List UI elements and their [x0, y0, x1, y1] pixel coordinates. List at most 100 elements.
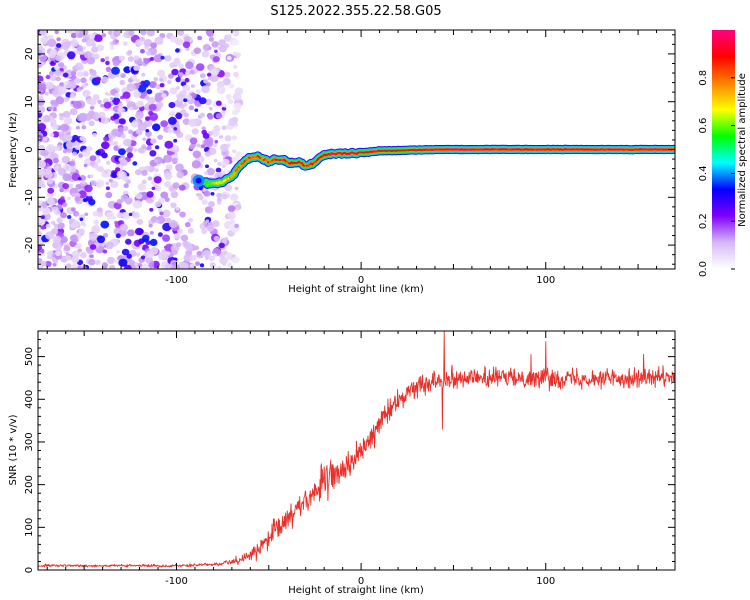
heatmap-cell [234, 52, 241, 58]
heatmap-cell [216, 125, 221, 130]
heatmap-cell [89, 244, 97, 250]
heatmap-cell [125, 238, 132, 245]
heatmap-cell [146, 30, 155, 37]
heatmap-cell [42, 207, 51, 215]
heatmap-cell [142, 137, 146, 141]
heatmap-cell [60, 123, 70, 132]
heatmap-cell [175, 112, 183, 120]
heatmap-cell [88, 120, 95, 127]
heatmap-cell [80, 50, 85, 55]
heatmap-cell [104, 91, 109, 96]
snr-y-tick-label: 400 [24, 390, 35, 409]
heatmap-cell [44, 91, 49, 96]
colorbar-tick-label: 0.8 [698, 70, 709, 86]
heatmap-cell [142, 234, 150, 242]
heatmap-cell [132, 211, 140, 219]
heatmap-cell [75, 62, 84, 70]
heatmap-cell [207, 114, 214, 120]
heatmap-cell [75, 125, 80, 130]
heatmap-cell [116, 250, 121, 254]
heatmap-cell [135, 252, 141, 257]
heatmap-cell [58, 131, 65, 137]
heatmap-cell [105, 186, 110, 190]
heatmap-cell [74, 144, 81, 150]
heatmap-cell [46, 144, 56, 153]
heatmap-cell [212, 56, 220, 63]
heatmap-cell [223, 250, 228, 255]
heatmap-cell [153, 77, 159, 82]
heatmap-cell [126, 83, 136, 92]
heatmap-cell [154, 36, 164, 45]
heatmap-cell [102, 249, 108, 254]
heatmap-cell [203, 79, 209, 84]
heatmap-cell [52, 157, 59, 164]
heatmap-cell [124, 264, 132, 269]
heatmap-cell [80, 221, 85, 226]
heatmap-cell [141, 170, 148, 176]
heatmap-cell [42, 136, 48, 142]
heatmap-cell [151, 186, 156, 191]
colorbar-gradient [712, 30, 735, 269]
heatmap-cell [38, 200, 43, 205]
heatmap-cell [134, 169, 142, 176]
heatmap-cell [38, 244, 42, 252]
heatmap-cell [149, 207, 154, 212]
heatmap-cell [180, 234, 189, 242]
heatmap-cell [215, 100, 222, 106]
heatmap-cell [58, 62, 65, 68]
heatmap-cell [211, 41, 219, 48]
heatmap-cell [204, 151, 211, 157]
heatmap-cell [65, 255, 72, 261]
heatmap-cell [85, 195, 93, 202]
heatmap-cell [113, 141, 119, 146]
heatmap-cell [72, 151, 77, 156]
heatmap-cell [189, 137, 198, 145]
heatmap-cell [149, 246, 159, 255]
heatmap-cell [221, 164, 226, 168]
heatmap-cell [74, 244, 79, 249]
heatmap-cell [95, 76, 102, 82]
heatmap-cell [133, 262, 139, 267]
heatmap-cell [156, 101, 164, 108]
heatmap-cell [206, 30, 214, 37]
heatmap-cell [80, 77, 87, 84]
heatmap-cell [207, 76, 212, 81]
heatmap-cell [111, 128, 120, 137]
heatmap-cell [150, 42, 157, 49]
heatmap-cell [145, 240, 151, 246]
heatmap-cell [57, 86, 67, 95]
heatmap-cell [101, 169, 111, 178]
heatmap-cell [90, 105, 95, 110]
heatmap-cell [108, 178, 114, 183]
heatmap-cell [65, 263, 72, 269]
heatmap-cell [233, 71, 239, 77]
heatmap-cell [130, 140, 137, 147]
heatmap-cell [143, 39, 153, 48]
heatmap-cell [44, 260, 52, 268]
heatmap-cell [50, 118, 57, 125]
heatmap-cell [100, 220, 110, 229]
heatmap-cell [179, 211, 186, 218]
heatmap-cell [204, 98, 212, 106]
colorbar-label: Normalized spectral amplitude [737, 73, 748, 227]
ridge-band [195, 145, 675, 188]
heatmap-cell [149, 81, 157, 89]
heatmap-cell [71, 192, 77, 198]
heatmap-cell [185, 70, 191, 76]
heatmap-cell [184, 222, 191, 228]
heatmap-cell [173, 127, 178, 131]
heatmap-cell [194, 108, 199, 112]
snr-x-axis-label: Height of straight line (km) [288, 585, 424, 596]
heatmap-cell [199, 263, 205, 268]
heatmap-cell [76, 45, 84, 52]
heatmap-cell [71, 262, 80, 269]
heatmap-cell [228, 83, 235, 89]
spectrogram-y-tick-label: 0 [24, 146, 35, 152]
heatmap-cell [169, 35, 178, 43]
heatmap-cell [40, 118, 45, 122]
heatmap-cell [101, 152, 108, 159]
heatmap-cell [96, 183, 102, 189]
heatmap-cell [226, 55, 232, 61]
snr-x-tick-label: 100 [536, 576, 555, 587]
heatmap-cell [194, 261, 201, 266]
